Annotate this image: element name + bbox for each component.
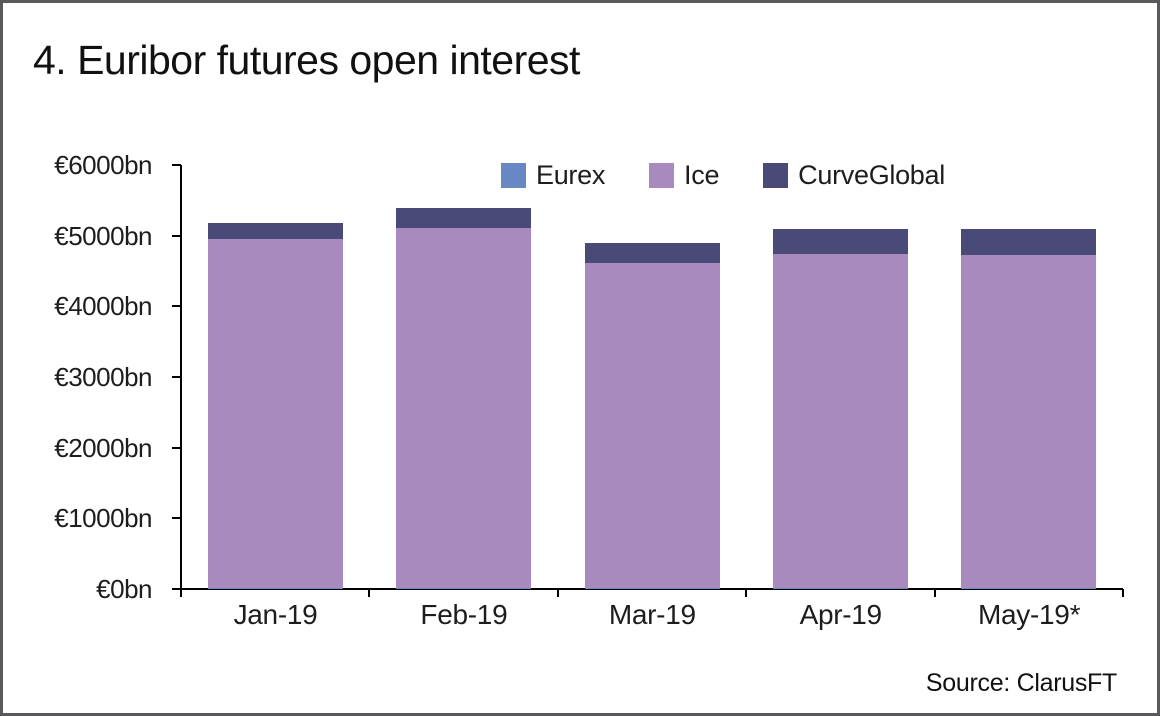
legend-swatch-icon xyxy=(649,163,675,188)
bar-feb-19 xyxy=(396,208,532,589)
x-tick-mark xyxy=(368,589,371,597)
x-axis-label: Jan-19 xyxy=(233,599,318,630)
y-tick-mark xyxy=(172,376,181,378)
x-axis-label: Mar-19 xyxy=(608,599,696,630)
y-tick-label: €4000bn xyxy=(54,291,152,322)
bar-segment-curveglobal xyxy=(396,208,532,228)
legend-swatch-icon xyxy=(501,163,526,188)
plot-area xyxy=(181,165,1123,589)
legend-item-eurex: Eurex xyxy=(501,160,605,191)
legend-label: Ice xyxy=(684,160,720,190)
x-tick-mark xyxy=(556,589,559,597)
x-tick-mark xyxy=(933,589,936,597)
y-tick-mark xyxy=(172,517,181,520)
bar-segment-ice xyxy=(961,255,1097,588)
legend: Eurex Ice CurveGlobal xyxy=(501,160,945,191)
y-tick-label: €2000bn xyxy=(54,432,152,463)
bar-segment-ice xyxy=(396,227,532,588)
bar-segment-ice xyxy=(207,239,343,588)
y-tick-label: €6000bn xyxy=(54,150,152,180)
y-tick-mark xyxy=(172,446,181,449)
x-axis-line xyxy=(180,588,1123,590)
legend-item-ice: Ice xyxy=(649,160,719,191)
legend-item-curveglobal: CurveGlobal xyxy=(763,160,945,191)
bar-jan-19 xyxy=(207,222,343,589)
legend-label: Eurex xyxy=(536,160,606,190)
x-tick-mark xyxy=(745,589,748,597)
y-tick-label: €1000bn xyxy=(54,503,152,534)
x-axis-label: May-19* xyxy=(978,599,1081,630)
chart-title: 4. Euribor futures open interest xyxy=(33,37,580,83)
y-tick-label: €3000bn xyxy=(54,362,152,392)
y-tick-label: €0bn xyxy=(96,574,152,604)
y-axis-line xyxy=(180,165,182,597)
bar-segment-ice xyxy=(584,262,720,588)
bar-mar-19 xyxy=(584,243,720,589)
y-tick-mark xyxy=(172,305,181,308)
legend-swatch-icon xyxy=(763,163,789,188)
bar-segment-eurex xyxy=(396,587,532,589)
bar-segment-eurex xyxy=(961,587,1097,589)
bar-segment-curveglobal xyxy=(961,229,1097,256)
bar-segment-curveglobal xyxy=(772,229,908,255)
bar-segment-ice xyxy=(772,254,908,588)
bar-segment-eurex xyxy=(584,587,720,589)
x-axis-label: Feb-19 xyxy=(420,599,508,630)
legend-label: CurveGlobal xyxy=(798,160,945,190)
bar-segment-curveglobal xyxy=(207,222,343,240)
bar-segment-eurex xyxy=(772,587,908,589)
source-note: Source: ClarusFT xyxy=(925,669,1117,697)
y-tick-mark xyxy=(172,164,181,166)
bar-apr-19 xyxy=(772,229,908,589)
y-tick-mark xyxy=(172,588,181,590)
bar-segment-curveglobal xyxy=(584,243,720,263)
y-tick-mark xyxy=(172,234,181,237)
x-tick-mark xyxy=(1122,589,1124,597)
bar-segment-eurex xyxy=(207,587,343,589)
y-tick-label: €5000bn xyxy=(54,220,152,251)
x-axis-label: Apr-19 xyxy=(799,599,883,630)
bar-may-19- xyxy=(961,229,1097,589)
